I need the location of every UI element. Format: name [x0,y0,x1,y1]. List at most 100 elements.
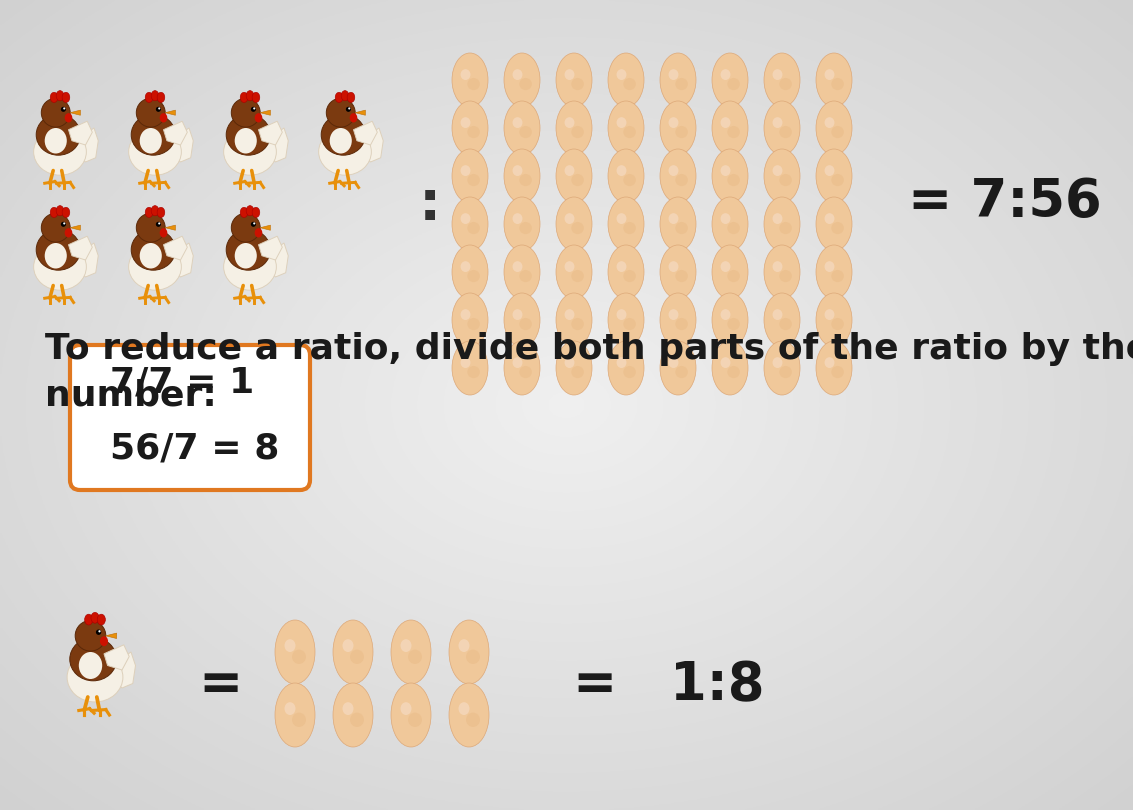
Ellipse shape [235,128,257,154]
Ellipse shape [460,357,470,368]
Ellipse shape [519,366,531,378]
Ellipse shape [556,245,593,299]
Ellipse shape [556,53,593,107]
Ellipse shape [832,270,844,282]
Ellipse shape [159,108,160,109]
Polygon shape [165,110,176,115]
Ellipse shape [341,91,349,100]
Ellipse shape [519,270,531,282]
Polygon shape [109,652,136,688]
Ellipse shape [608,293,644,347]
Ellipse shape [504,245,540,299]
Ellipse shape [721,309,731,320]
Ellipse shape [571,126,583,139]
Ellipse shape [623,318,636,330]
Ellipse shape [512,117,522,128]
Ellipse shape [564,357,574,368]
Ellipse shape [773,165,783,176]
Polygon shape [168,128,194,162]
Ellipse shape [65,113,73,122]
Ellipse shape [675,222,688,234]
Ellipse shape [623,222,636,234]
Ellipse shape [452,197,488,251]
Ellipse shape [284,702,296,715]
Text: 7/7 = 1: 7/7 = 1 [110,366,254,400]
Ellipse shape [44,243,67,268]
Ellipse shape [668,69,679,80]
Ellipse shape [129,129,181,175]
Ellipse shape [504,149,540,203]
Ellipse shape [460,117,470,128]
Ellipse shape [623,366,636,378]
Ellipse shape [223,244,276,290]
Ellipse shape [253,207,259,218]
Ellipse shape [661,101,696,155]
Polygon shape [104,645,129,670]
Ellipse shape [780,126,792,139]
Polygon shape [353,122,377,145]
Ellipse shape [661,197,696,251]
Ellipse shape [459,639,469,652]
Ellipse shape [556,341,593,395]
Ellipse shape [96,629,101,635]
Ellipse shape [608,245,644,299]
Ellipse shape [571,78,583,90]
Ellipse shape [764,53,800,107]
Ellipse shape [62,92,70,103]
Ellipse shape [556,149,593,203]
Ellipse shape [452,293,488,347]
Ellipse shape [467,174,480,186]
Text: =: = [198,659,242,711]
Ellipse shape [151,91,159,100]
Ellipse shape [318,129,372,175]
Ellipse shape [832,318,844,330]
Ellipse shape [255,113,263,122]
Ellipse shape [608,53,644,107]
Ellipse shape [780,318,792,330]
Ellipse shape [571,222,583,234]
Ellipse shape [240,92,248,103]
Ellipse shape [825,261,834,272]
Ellipse shape [246,206,254,215]
FancyBboxPatch shape [70,345,310,490]
Ellipse shape [57,91,63,100]
Ellipse shape [816,149,852,203]
Ellipse shape [675,318,688,330]
Ellipse shape [231,213,261,242]
Ellipse shape [608,341,644,395]
Ellipse shape [773,357,783,368]
Ellipse shape [330,128,352,154]
Polygon shape [263,243,288,277]
Ellipse shape [467,126,480,139]
Ellipse shape [227,229,271,271]
Ellipse shape [661,245,696,299]
Ellipse shape [348,108,350,109]
Ellipse shape [571,174,583,186]
Ellipse shape [571,366,583,378]
Ellipse shape [556,101,593,155]
Ellipse shape [623,174,636,186]
Ellipse shape [131,229,176,271]
Ellipse shape [156,107,161,112]
Ellipse shape [564,309,574,320]
Ellipse shape [62,207,70,218]
Ellipse shape [136,213,165,242]
Ellipse shape [159,223,160,224]
Ellipse shape [97,614,105,625]
Ellipse shape [668,213,679,224]
Ellipse shape [519,126,531,139]
Ellipse shape [712,293,748,347]
Ellipse shape [408,713,421,727]
Ellipse shape [675,78,688,90]
Ellipse shape [145,207,153,218]
Polygon shape [163,122,187,145]
Ellipse shape [452,341,488,395]
Polygon shape [258,237,282,260]
Ellipse shape [764,245,800,299]
Ellipse shape [661,293,696,347]
Ellipse shape [668,357,679,368]
Ellipse shape [721,213,731,224]
Ellipse shape [564,213,574,224]
Ellipse shape [564,165,574,176]
Polygon shape [68,122,92,145]
